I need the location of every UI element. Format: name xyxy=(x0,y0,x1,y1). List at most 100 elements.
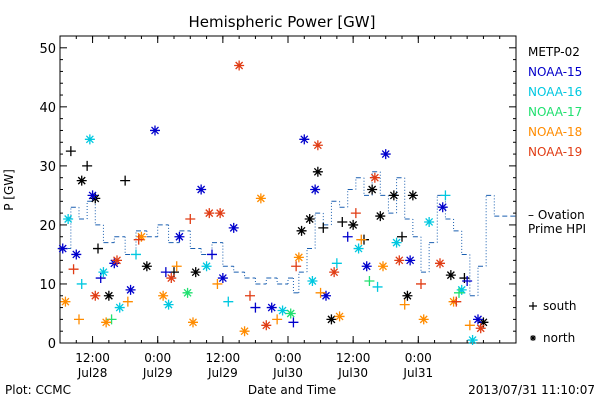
symbol-key-star-icon xyxy=(530,335,536,341)
data-point-north xyxy=(196,184,207,195)
legend-entry: METP-02 xyxy=(528,45,580,59)
data-point-south xyxy=(291,261,302,272)
data-point-north xyxy=(353,243,364,254)
data-point-north xyxy=(307,276,318,287)
data-point-north xyxy=(348,219,359,230)
data-point-north xyxy=(445,270,456,281)
legend: METP-02 NOAA-15 NOAA-16 NOAA-17 NOAA-18 NOAA-… xyxy=(528,45,582,159)
data-point-north xyxy=(475,323,486,334)
data-point-north xyxy=(190,267,201,278)
data-point-south xyxy=(397,231,407,242)
legend-entry: NOAA-18 xyxy=(528,125,582,139)
y-axis-label: P [GW] xyxy=(2,169,16,211)
data-point-north xyxy=(114,302,125,313)
data-point-north xyxy=(188,317,198,328)
y-tick-label: 40 xyxy=(39,101,56,116)
y-tick-label: 20 xyxy=(39,219,56,234)
data-point-south xyxy=(207,249,217,260)
data-point-north xyxy=(57,243,68,254)
x-tick-label-date: Jul30 xyxy=(337,366,368,380)
data-point-north xyxy=(228,222,239,233)
data-point-south xyxy=(356,234,367,245)
series-noaa-17 xyxy=(106,276,464,325)
data-point-north xyxy=(60,296,71,307)
data-point-south xyxy=(171,261,182,272)
data-point-north xyxy=(361,261,372,272)
data-point-north xyxy=(312,166,323,177)
data-point-north xyxy=(418,314,429,325)
data-point-north xyxy=(204,208,215,219)
series-metp-02 xyxy=(65,146,489,328)
data-point-south xyxy=(272,314,283,325)
data-point-north xyxy=(277,305,288,316)
series-noaa-19 xyxy=(68,60,486,334)
data-point-north xyxy=(375,211,386,222)
legend-entry: NOAA-19 xyxy=(528,145,582,159)
data-point-north xyxy=(310,184,321,195)
data-point-north xyxy=(158,290,169,301)
data-point-north xyxy=(334,311,345,322)
model-legend-line1: – Ovation xyxy=(528,208,585,222)
data-point-north xyxy=(239,326,250,337)
data-point-north xyxy=(407,190,418,201)
data-point-south xyxy=(451,296,462,307)
data-point-north xyxy=(405,255,416,266)
data-point-south xyxy=(462,276,473,287)
legend-entry: NOAA-15 xyxy=(528,65,582,79)
data-point-north xyxy=(467,335,478,346)
data-point-north xyxy=(388,190,399,201)
data-point-north xyxy=(402,290,413,301)
x-axis-label: Date and Time xyxy=(248,383,336,397)
data-point-south xyxy=(122,296,133,307)
data-point-south xyxy=(337,216,348,227)
data-point-north xyxy=(394,255,405,266)
data-point-north xyxy=(478,317,489,328)
data-point-north xyxy=(293,252,304,263)
x-tick-label-time: 12:00 xyxy=(206,351,241,365)
data-point-north xyxy=(174,231,185,242)
data-point-north xyxy=(285,308,296,319)
data-point-north xyxy=(391,237,402,248)
series-noaa-15 xyxy=(57,125,483,328)
model-line xyxy=(60,171,516,297)
data-point-north xyxy=(261,320,272,331)
data-point-south xyxy=(68,264,79,275)
data-point-north xyxy=(329,267,340,278)
data-point-north xyxy=(103,290,114,301)
data-point-south xyxy=(223,296,234,307)
data-point-north xyxy=(304,214,315,225)
x-tick-label-time: 12:00 xyxy=(336,351,371,365)
y-tick-label: 10 xyxy=(39,278,56,293)
data-point-south xyxy=(454,287,464,298)
data-point-north xyxy=(63,214,74,225)
data-point-south xyxy=(65,146,76,157)
data-point-south xyxy=(399,299,410,310)
data-point-south xyxy=(212,278,223,289)
data-point-north xyxy=(98,267,109,278)
data-point-north xyxy=(201,261,212,272)
model-legend: – Ovation Prime HPI xyxy=(528,208,586,236)
data-point-north xyxy=(326,314,337,325)
data-point-south xyxy=(288,317,299,328)
data-point-north xyxy=(369,172,380,183)
symbol-key-label: north xyxy=(543,331,575,345)
model-legend-line2: Prime HPI xyxy=(528,222,586,236)
symbol-key-plus-icon xyxy=(529,302,537,310)
data-point-north xyxy=(182,287,193,298)
data-point-south xyxy=(133,234,144,245)
data-point-south xyxy=(160,267,171,278)
data-point-north xyxy=(217,273,228,284)
y-tick-label: 30 xyxy=(39,160,56,175)
x-tick-label-time: 12:00 xyxy=(75,351,110,365)
data-point-north xyxy=(321,290,331,301)
x-tick-label-time: 0:00 xyxy=(144,351,171,365)
x-tick-label-date: Jul31 xyxy=(402,366,433,380)
data-point-south xyxy=(315,287,326,298)
footer-right: 2013/07/31 11:10:07 xyxy=(468,383,595,397)
data-point-south xyxy=(131,249,141,260)
data-point-south xyxy=(120,175,131,186)
data-point-north xyxy=(215,208,226,219)
y-tick-label: 0 xyxy=(48,337,56,352)
data-point-south xyxy=(440,190,451,201)
